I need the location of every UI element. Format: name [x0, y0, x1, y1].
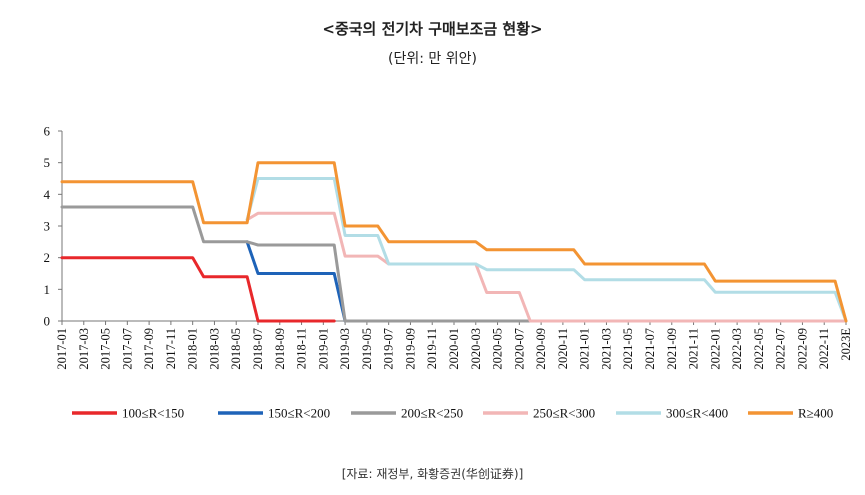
y-tick-label: 1: [44, 282, 51, 297]
x-tick-label: 2020-05: [491, 328, 505, 370]
legend-label: 150≤R<200: [268, 406, 330, 421]
x-tick-label: 2018-07: [251, 328, 265, 370]
x-tick-label: 2020-07: [512, 328, 526, 370]
x-tick-label: 2020-03: [469, 328, 483, 370]
x-tick-label: 2022-05: [752, 328, 766, 370]
x-tick-label: 2021-03: [599, 328, 613, 370]
legend-label: R≥400: [798, 406, 833, 421]
x-tick-label: 2021-11: [687, 328, 701, 369]
y-tick-label: 4: [44, 187, 51, 202]
x-tick-label: 2018-11: [295, 328, 309, 369]
x-tick-label: 2023E: [839, 328, 853, 361]
legend-label: 200≤R<250: [401, 406, 463, 421]
y-tick-label: 0: [44, 314, 51, 329]
x-tick-label: 2018-09: [273, 328, 287, 370]
x-tick-label: 2021-09: [665, 328, 679, 370]
source-note: [자료: 재정부, 화황증권(华创证券)]: [341, 467, 524, 481]
x-tick-label: 2017-11: [164, 328, 178, 369]
x-tick-label: 2017-09: [142, 328, 156, 370]
series-line-R≥400: [60, 161, 848, 323]
x-tick-label: 2022-09: [795, 328, 809, 370]
x-tick-label: 2021-01: [578, 328, 592, 370]
series-line-300≤R<400: [245, 177, 848, 323]
series-line-200≤R<250: [60, 205, 848, 323]
chart-subtitle: (단위: 만 위안): [388, 51, 477, 67]
x-tick-label: 2019-05: [360, 328, 374, 370]
x-tick-label: 2018-03: [207, 328, 221, 370]
x-tick-label: 2020-11: [556, 328, 570, 369]
series-line-100≤R<150: [60, 256, 336, 323]
series-lines: [60, 161, 848, 323]
x-tick-label: 2017-01: [55, 328, 69, 370]
x-tick-label: 2021-07: [643, 328, 657, 370]
y-tick-label: 5: [44, 155, 51, 170]
x-tick-label: 2018-05: [229, 328, 243, 370]
x-tick-label: 2022-07: [774, 328, 788, 370]
series-line-150≤R<200: [245, 240, 347, 323]
x-tick-label: 2017-03: [77, 328, 91, 370]
x-tick-label: 2022-03: [730, 328, 744, 370]
x-tick-label: 2021-05: [621, 328, 635, 370]
x-tick-label: 2019-03: [338, 328, 352, 370]
chart-title: <중국의 전기차 구매보조금 현황>: [322, 20, 543, 38]
legend-label: 100≤R<150: [122, 406, 184, 421]
x-tick-label: 2017-05: [99, 328, 113, 370]
x-tick-label: 2020-01: [447, 328, 461, 370]
x-tick-label: 2018-01: [186, 328, 200, 370]
x-axis-ticks: 2017-01 2017-03 2017-05 2017-07 2017-09 2017-…: [55, 321, 853, 370]
x-tick-label: 2019-11: [425, 328, 439, 369]
x-tick-label: 2019-07: [382, 328, 396, 370]
x-tick-label: 2020-09: [534, 328, 548, 370]
legend-label: 250≤R<300: [533, 406, 595, 421]
y-axis-ticks: 0 1 2 3 4 5 6: [44, 124, 62, 329]
x-tick-label: 2019-09: [403, 328, 417, 370]
x-tick-label: 2019-01: [316, 328, 330, 370]
legend: 100≤R<150 150≤R<200 200≤R<250 250≤R<300 300≤…: [72, 406, 833, 421]
x-tick-label: 2022-11: [817, 328, 831, 369]
legend-label: 300≤R<400: [666, 406, 728, 421]
x-tick-label: 2022-01: [708, 328, 722, 370]
y-tick-label: 6: [44, 124, 51, 139]
y-tick-label: 2: [44, 250, 51, 265]
y-tick-label: 3: [44, 219, 51, 234]
x-tick-label: 2017-07: [120, 328, 134, 370]
